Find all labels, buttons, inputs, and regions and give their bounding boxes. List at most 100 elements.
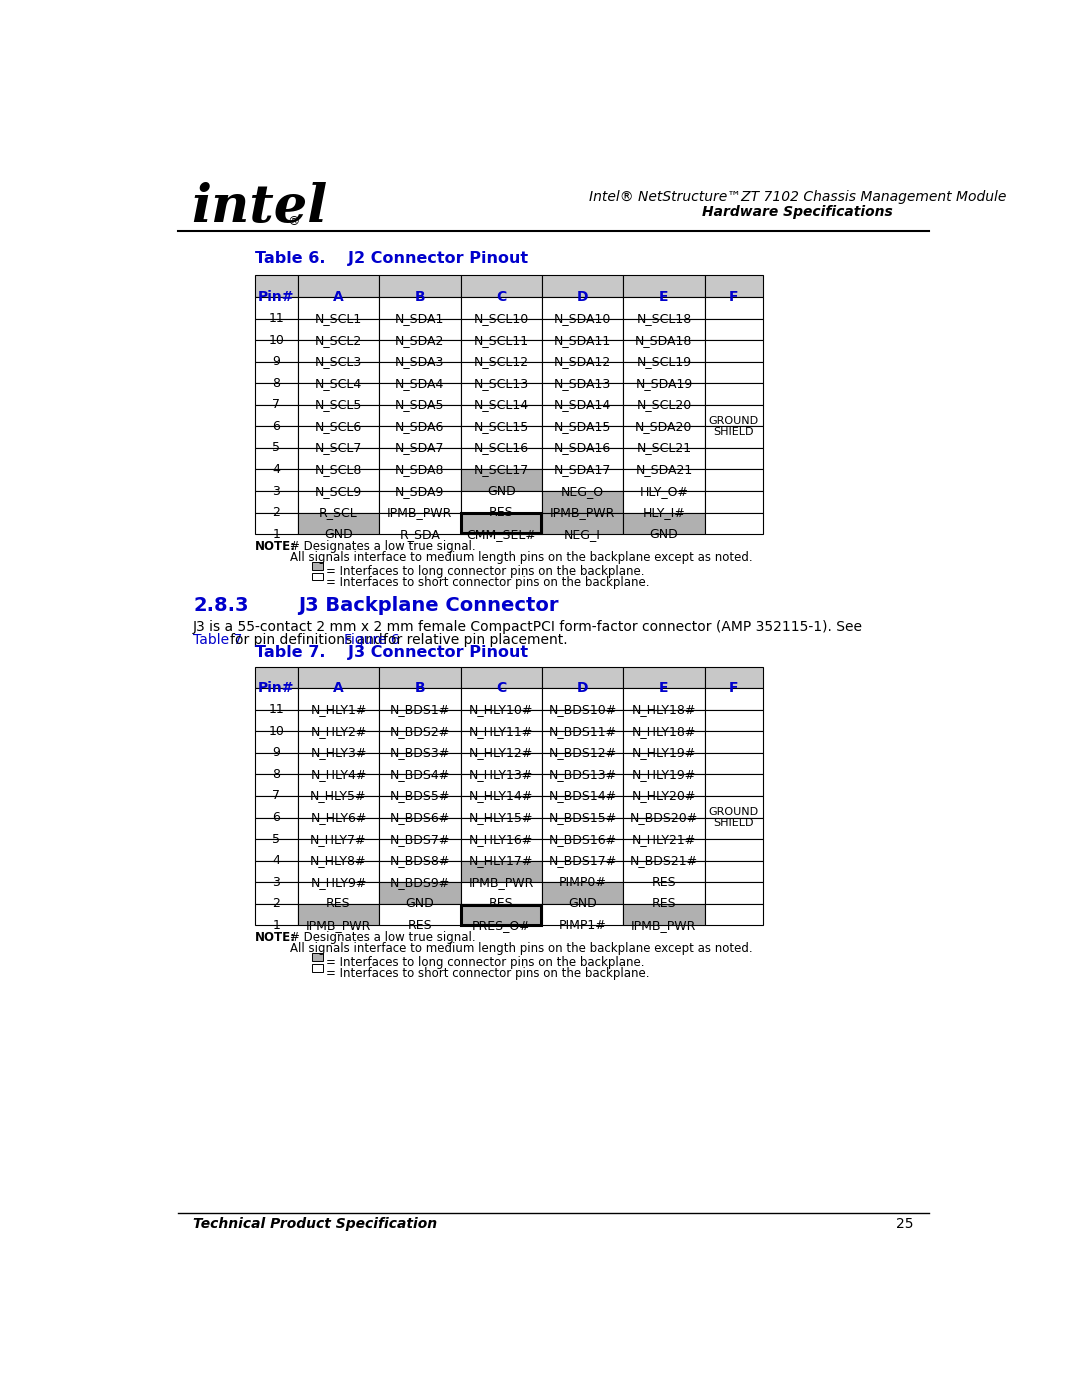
Bar bbox=[704, 904, 762, 925]
Text: N_SDA2: N_SDA2 bbox=[395, 334, 445, 346]
Text: Table 6.    J2 Connector Pinout: Table 6. J2 Connector Pinout bbox=[255, 251, 528, 265]
Bar bbox=[255, 405, 298, 426]
Text: N_SDA21: N_SDA21 bbox=[635, 462, 692, 476]
Bar bbox=[623, 362, 704, 383]
Text: E: E bbox=[659, 291, 669, 305]
Bar bbox=[460, 904, 542, 925]
Text: N_HLY19#: N_HLY19# bbox=[632, 768, 697, 781]
Bar bbox=[460, 405, 542, 426]
Text: D: D bbox=[577, 682, 589, 696]
Text: N_SCL7: N_SCL7 bbox=[314, 441, 362, 454]
Text: R_SDA: R_SDA bbox=[400, 528, 441, 541]
Text: N_HLY11#: N_HLY11# bbox=[469, 725, 534, 738]
Bar bbox=[704, 275, 762, 298]
Text: N_BDS6#: N_BDS6# bbox=[390, 812, 450, 824]
Text: N_BDS21#: N_BDS21# bbox=[630, 854, 698, 868]
Bar bbox=[460, 796, 542, 817]
Text: N_SDA5: N_SDA5 bbox=[395, 398, 445, 411]
Text: A: A bbox=[333, 291, 343, 305]
Text: N_SDA7: N_SDA7 bbox=[395, 441, 445, 454]
Text: N_BDS12#: N_BDS12# bbox=[549, 746, 617, 760]
Text: for relative pin placement.: for relative pin placement. bbox=[383, 633, 568, 647]
Bar bbox=[623, 405, 704, 426]
Text: IPMB_PWR: IPMB_PWR bbox=[469, 876, 534, 888]
Text: N_BDS3#: N_BDS3# bbox=[390, 746, 450, 760]
Text: 1: 1 bbox=[272, 919, 281, 932]
Bar bbox=[704, 490, 762, 513]
Bar bbox=[704, 298, 762, 319]
Bar bbox=[379, 882, 460, 904]
Bar bbox=[298, 796, 379, 817]
Bar bbox=[255, 840, 298, 861]
Bar bbox=[460, 817, 542, 840]
Text: GND: GND bbox=[487, 485, 515, 497]
Text: RES: RES bbox=[651, 897, 676, 911]
Text: N_SDA8: N_SDA8 bbox=[395, 462, 445, 476]
Bar bbox=[704, 362, 762, 383]
Bar bbox=[379, 319, 460, 339]
Bar bbox=[542, 753, 623, 774]
Text: 6: 6 bbox=[272, 812, 281, 824]
Text: N_HLY18#: N_HLY18# bbox=[632, 703, 697, 717]
Bar bbox=[312, 964, 323, 971]
Bar bbox=[704, 469, 762, 490]
Text: N_HLY1#: N_HLY1# bbox=[310, 703, 366, 717]
Text: N_SDA3: N_SDA3 bbox=[395, 355, 445, 369]
Bar bbox=[298, 774, 379, 796]
Text: N_SCL19: N_SCL19 bbox=[636, 355, 691, 369]
Bar bbox=[623, 490, 704, 513]
Bar bbox=[460, 426, 542, 448]
Text: N_HLY12#: N_HLY12# bbox=[469, 746, 534, 760]
Bar bbox=[298, 731, 379, 753]
Bar bbox=[623, 339, 704, 362]
Text: N_SDA6: N_SDA6 bbox=[395, 420, 445, 433]
Text: 6: 6 bbox=[272, 420, 281, 433]
Bar bbox=[542, 689, 623, 710]
Text: PIMP1#: PIMP1# bbox=[558, 919, 607, 932]
Text: Technical Product Specification: Technical Product Specification bbox=[193, 1217, 437, 1231]
Text: 7: 7 bbox=[272, 789, 281, 802]
Bar bbox=[542, 774, 623, 796]
Text: 2: 2 bbox=[272, 506, 281, 520]
Bar bbox=[379, 362, 460, 383]
Text: Hardware Specifications: Hardware Specifications bbox=[702, 205, 893, 219]
Bar bbox=[312, 953, 323, 961]
Bar bbox=[460, 840, 542, 861]
Text: HLY_I#: HLY_I# bbox=[643, 506, 686, 520]
Bar bbox=[460, 689, 542, 710]
Text: N_BDS4#: N_BDS4# bbox=[390, 768, 450, 781]
Bar bbox=[255, 710, 298, 731]
Bar bbox=[623, 753, 704, 774]
Text: N_SDA18: N_SDA18 bbox=[635, 334, 692, 346]
Text: 4: 4 bbox=[272, 854, 281, 868]
Bar bbox=[379, 796, 460, 817]
Bar bbox=[379, 817, 460, 840]
Text: GROUND
SHIELD: GROUND SHIELD bbox=[708, 806, 759, 828]
Text: R_SCL: R_SCL bbox=[319, 506, 357, 520]
Text: IPMB_PWR: IPMB_PWR bbox=[306, 919, 372, 932]
Text: N_SDA16: N_SDA16 bbox=[554, 441, 611, 454]
Bar bbox=[542, 448, 623, 469]
Bar bbox=[255, 513, 298, 534]
Text: GND: GND bbox=[568, 897, 597, 911]
Text: N_HLY10#: N_HLY10# bbox=[469, 703, 534, 717]
Bar bbox=[379, 840, 460, 861]
Bar bbox=[461, 904, 541, 925]
Text: 1: 1 bbox=[272, 528, 281, 541]
Text: 4: 4 bbox=[272, 462, 281, 476]
Text: CMM_SEL#: CMM_SEL# bbox=[467, 528, 536, 541]
Text: N_HLY8#: N_HLY8# bbox=[310, 854, 367, 868]
Bar bbox=[542, 405, 623, 426]
Bar bbox=[704, 753, 762, 774]
Text: RES: RES bbox=[407, 919, 432, 932]
Text: N_HLY13#: N_HLY13# bbox=[469, 768, 534, 781]
Bar bbox=[298, 689, 379, 710]
Text: 7: 7 bbox=[272, 398, 281, 411]
Bar bbox=[623, 469, 704, 490]
Text: N_SDA14: N_SDA14 bbox=[554, 398, 611, 411]
Bar bbox=[255, 817, 298, 840]
Bar bbox=[623, 689, 704, 710]
Text: E: E bbox=[659, 682, 669, 696]
Bar bbox=[542, 666, 623, 689]
Text: = Interfaces to short connector pins on the backplane.: = Interfaces to short connector pins on … bbox=[326, 967, 650, 979]
